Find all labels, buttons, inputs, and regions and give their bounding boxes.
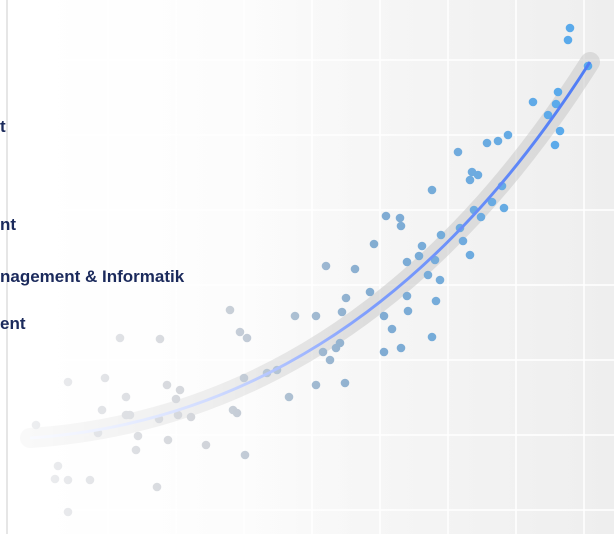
- menu-text: ent: [0, 314, 26, 333]
- menu-text: nagement & Informatik: [0, 267, 185, 286]
- menu-text: t: [0, 117, 6, 136]
- menu-text: nt: [0, 215, 17, 234]
